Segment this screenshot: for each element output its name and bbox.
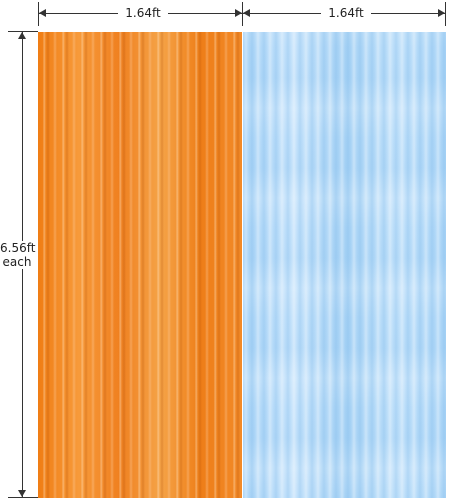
arrow-up-icon — [18, 32, 26, 39]
arrow-down-icon — [18, 490, 26, 497]
orange-foil-curtain — [38, 32, 242, 498]
height-note: each — [2, 255, 32, 269]
tick-left — [38, 2, 39, 26]
arrow-icon — [39, 9, 46, 17]
tick-bottom — [8, 497, 38, 498]
tick-top — [8, 31, 38, 32]
right-width-label: 1.64ft — [321, 6, 371, 20]
tick-right — [445, 2, 446, 26]
height-value: 6.56ft — [0, 241, 36, 255]
arrow-icon — [235, 9, 242, 17]
tick-middle — [242, 2, 243, 26]
arrow-icon — [438, 9, 445, 17]
left-width-label: 1.64ft — [118, 6, 168, 20]
height-label: 6.56ft each — [0, 241, 36, 269]
light-blue-foil-curtain — [243, 32, 446, 498]
arrow-icon — [243, 9, 250, 17]
